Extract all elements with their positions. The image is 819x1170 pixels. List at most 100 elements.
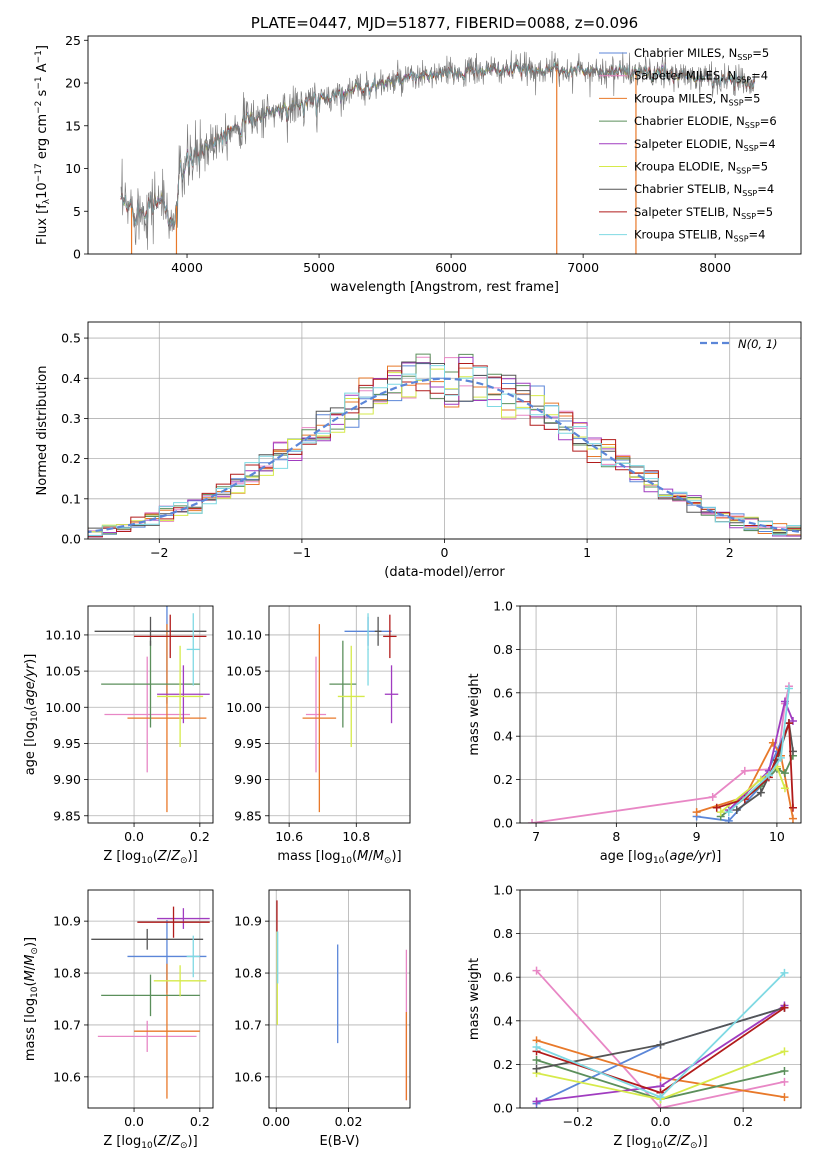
weight-marker-krou_stelib [656, 1093, 665, 1102]
histogram-krou_stelib [88, 365, 801, 537]
legend-entry-salp_stelib: Salpeter STELIB, NSSP=5 [634, 205, 773, 221]
legend-sub: SSP [744, 144, 759, 153]
legend-sub: SSP [734, 235, 749, 244]
axes-frame [87, 321, 802, 540]
x-tick-label: 5000 [303, 260, 335, 275]
axes-spectrum: 4000 5000 6000 7000 8000 0 5 10 15 20 25 PLATE=0447… [34, 14, 802, 295]
legend-text: Chabrier ELODIE, N [634, 114, 745, 128]
y-tick-label: 0.4 [493, 1013, 513, 1028]
spectrum-observed [120, 50, 756, 250]
chart-title: PLATE=0447, MJD=51877, FIBERID=0088, z=0… [251, 14, 638, 32]
x-tick-label: 6000 [435, 260, 467, 275]
x-axis-label: (data-model)/error [384, 565, 505, 580]
y-tick-label: 1.0 [493, 883, 513, 898]
axes-age_vs_mass: 10.6 10.8 9.85 9.90 9.95 10.00 10.05 10.10 mass … [226, 605, 411, 866]
y-tick-label: 0.4 [493, 729, 513, 744]
weight-marker-krou_stelib [784, 684, 793, 693]
x-tick-label: 4000 [171, 260, 203, 275]
x-axis-label: mass [log10(M/M⊙)] [277, 849, 401, 866]
legend-text: Kroupa ELODIE, N [634, 160, 736, 174]
weight-marker-chab_stelib [732, 805, 741, 814]
weight-marker-chab_stelib [656, 1040, 665, 1049]
axes-frame [87, 889, 214, 1109]
y-tick-label: 10.05 [226, 664, 262, 679]
plot-area-age_vs_mass [302, 613, 399, 813]
legend-sub: SSP [745, 121, 760, 130]
y-tick-label: 10.00 [45, 700, 81, 715]
legend-text: Salpeter STELIB, N [634, 205, 741, 219]
x-tick-label: 0.0 [651, 1114, 671, 1129]
y-tick-label: 9.90 [53, 772, 81, 787]
legend-tail: =5 [751, 160, 768, 174]
weight-marker-salp_miles [708, 792, 717, 801]
axes-frame [268, 889, 411, 1109]
y-axis-label: Flux [fλ10−17 erg cm−2 s−1 A−1] [34, 45, 52, 245]
weight-marker-chab_elodie [532, 1056, 541, 1065]
legend-tail: =4 [759, 137, 776, 151]
y-tick-label: 0.6 [493, 685, 513, 700]
weight-marker-krou_miles [656, 1073, 665, 1082]
y-tick-label: 0.0 [61, 532, 81, 547]
y-tick-label: 9.95 [53, 736, 81, 751]
legend-tail: =5 [752, 46, 769, 60]
y-tick-label: 20 [65, 76, 81, 91]
y-tick-label: 9.85 [53, 808, 81, 823]
y-tick-label: 10.9 [53, 914, 81, 929]
legend-entry-krou_miles: Kroupa MILES, NSSP=5 [634, 91, 760, 107]
legend-entry-chab_elodie: Chabrier ELODIE, NSSP=6 [634, 114, 777, 130]
legend-tail: =6 [760, 114, 777, 128]
y-tick-label: 25 [65, 33, 81, 48]
x-tick-label: 9 [693, 829, 701, 844]
legend-entry-salp_elodie: Salpeter ELODIE, NSSP=4 [634, 137, 776, 153]
weight-marker-chab_elodie [780, 769, 789, 778]
x-tick-label: 0.00 [262, 1114, 290, 1129]
weight-marker-salp_elodie [788, 717, 797, 726]
weight-marker-salp_miles [532, 966, 541, 975]
legend-sub: SSP [742, 189, 757, 198]
weight-marker-chab_stelib [756, 788, 765, 797]
y-tick-label: 0.1 [61, 491, 81, 506]
legend-sub: SSP [737, 53, 752, 62]
y-tick-label: 0.2 [61, 451, 81, 466]
y-tick-label: 1.0 [493, 599, 513, 614]
y-tick-label: 9.95 [234, 736, 262, 751]
weight-marker-salp_elodie [532, 1097, 541, 1106]
legend-entry-krou_stelib: Kroupa STELIB, NSSP=4 [634, 228, 765, 244]
y-tick-label: 15 [65, 118, 81, 133]
y-tick-label: 10.00 [226, 700, 262, 715]
x-axis-label: Z [log10(Z/Z⊙)] [613, 1134, 707, 1151]
axes-weight_vs_Z: −0.2 0.0 0.2 0.0 0.2 0.4 0.6 0.8 1.0 Z [log10(Z/Z… [467, 883, 802, 1151]
x-tick-label: 8 [612, 829, 620, 844]
legend-tail: =4 [749, 228, 766, 242]
y-tick-label: 0.2 [493, 772, 513, 787]
y-tick-label: 9.90 [234, 772, 262, 787]
legend-entry-gauss: N(0, 1) [738, 337, 778, 351]
axes-frame [87, 605, 214, 824]
weight-line-salp_miles [531, 686, 790, 823]
axes-weight_vs_age: 7 8 9 10 0.0 0.2 0.4 0.6 0.8 1.0 age [log10(age/yr… [467, 599, 802, 866]
x-axis-label: Z [log10(Z/Z⊙)] [103, 849, 197, 866]
y-tick-label: 10.7 [53, 1017, 81, 1032]
y-tick-label: 0 [73, 247, 81, 262]
axes-frame [519, 889, 802, 1109]
plot-area-spectrum [120, 50, 756, 254]
y-tick-label: 10.05 [45, 664, 81, 679]
y-tick-label: 10.6 [53, 1069, 81, 1084]
axes-mass_vs_Z: 0.0 0.2 10.6 10.7 10.8 10.9 Z [log10(Z/Z⊙)] mas… [23, 889, 214, 1151]
weight-marker-salp_miles [656, 1104, 665, 1108]
legend-text: Kroupa STELIB, N [634, 228, 734, 242]
axes-frame [268, 605, 411, 824]
y-tick-label: 10 [65, 161, 81, 176]
legend-entry-salp_miles: Salpeter MILES, NSSP=4 [634, 69, 768, 85]
legend-tail: =4 [751, 69, 768, 83]
legend-entry-chab_stelib: Chabrier STELIB, NSSP=4 [634, 182, 774, 198]
weight-marker-krou_miles [780, 1093, 789, 1102]
x-axis-label: wavelength [Angstrom, rest frame] [330, 280, 559, 295]
y-tick-label: 10.6 [234, 1069, 262, 1084]
x-tick-label: 2 [726, 545, 734, 560]
y-tick-label: 10.8 [53, 966, 81, 981]
weight-marker-krou_miles [692, 808, 701, 817]
weight-marker-salp_stelib [712, 803, 721, 812]
weight-marker-krou_stelib [764, 771, 773, 780]
